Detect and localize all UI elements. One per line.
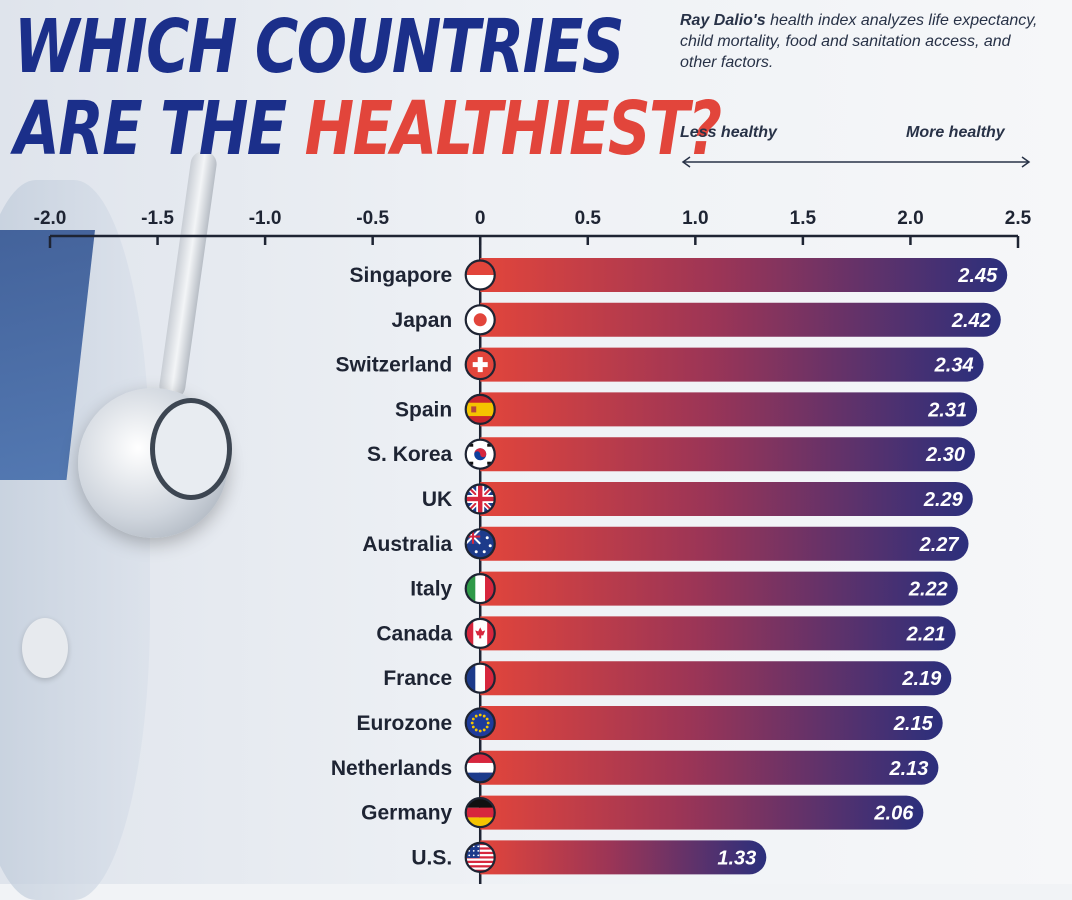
netherlands-flag-icon xyxy=(465,753,495,783)
category-label: Canada xyxy=(376,622,452,645)
italy-flag-icon xyxy=(465,574,495,604)
bar-netherlands xyxy=(480,750,939,785)
description-text: health index analyzes life expectancy, c… xyxy=(680,12,1038,71)
flag-border xyxy=(464,796,496,829)
scale-more-healthy-label: More healthy xyxy=(906,124,1005,141)
flag-border xyxy=(464,528,496,560)
description: Ray Dalio's health index analyzes life e… xyxy=(680,10,1050,73)
bar-eurozone xyxy=(480,706,943,740)
title-line-1: WHICH COUNTRIES xyxy=(14,4,625,90)
bar-switzerland xyxy=(480,347,984,382)
x-tick-label: 0.5 xyxy=(575,208,602,229)
value-label: 2.29 xyxy=(923,489,964,511)
x-tick-label: -0.5 xyxy=(356,208,389,229)
category-label: Australia xyxy=(362,533,452,556)
singapore-flag-icon xyxy=(465,260,495,290)
double-arrow-icon xyxy=(681,156,1031,168)
x-tick-label: 2.0 xyxy=(897,208,923,229)
category-label: Netherlands xyxy=(331,757,452,780)
value-label: 2.27 xyxy=(919,534,960,556)
title-line-2: ARE THE HEALTHIEST? xyxy=(14,92,722,166)
category-label: S. Korea xyxy=(367,443,453,466)
value-label: 2.13 xyxy=(888,758,928,780)
bar-germany xyxy=(480,795,924,830)
x-tick-label: 0 xyxy=(475,208,486,229)
flag-border xyxy=(464,393,496,425)
bar-australia xyxy=(480,526,969,561)
germany-flag-icon xyxy=(465,798,495,828)
category-label: Japan xyxy=(392,309,453,332)
flag-border xyxy=(464,438,496,470)
flag-border xyxy=(464,662,496,694)
bar-italy xyxy=(480,571,958,606)
stethoscope-diaphragm-icon xyxy=(150,398,232,500)
bar-uk xyxy=(480,482,973,516)
value-label: 2.15 xyxy=(893,713,934,735)
value-label: 2.21 xyxy=(906,623,946,645)
bar-spain xyxy=(480,392,978,427)
category-label: U.S. xyxy=(411,846,452,869)
flag-border xyxy=(464,483,496,515)
bar-japan xyxy=(480,302,1001,337)
x-tick-label: -1.5 xyxy=(141,208,174,229)
bar-france xyxy=(480,661,952,696)
x-tick-label: 2.5 xyxy=(1005,208,1032,229)
coat-button-icon xyxy=(22,618,68,678)
value-label: 2.22 xyxy=(908,579,948,601)
flag-border xyxy=(464,304,496,336)
scale-less-healthy-label: Less healthy xyxy=(680,124,777,141)
description-source: Ray Dalio's xyxy=(680,12,766,29)
bar-canada xyxy=(480,616,956,651)
x-tick-label: 1.0 xyxy=(682,208,708,229)
category-label: France xyxy=(383,667,452,690)
value-label: 2.45 xyxy=(957,265,998,287)
flag-border xyxy=(464,841,496,874)
bar-s-korea xyxy=(480,437,975,472)
category-label: Germany xyxy=(361,802,452,825)
x-tick-label: 1.5 xyxy=(790,208,817,229)
value-label: 2.06 xyxy=(873,803,914,825)
category-label: Spain xyxy=(395,398,452,421)
title-line-2-a: ARE THE xyxy=(14,86,287,172)
x-tick-label: -2.0 xyxy=(34,208,67,229)
category-label: Italy xyxy=(410,578,452,601)
value-label: 2.34 xyxy=(934,355,974,377)
france-flag-icon xyxy=(465,663,495,693)
value-label: 2.30 xyxy=(925,444,965,466)
bar-u-s- xyxy=(480,840,767,875)
value-label: 1.33 xyxy=(717,847,756,869)
bar-singapore xyxy=(480,258,1008,292)
flag-border xyxy=(464,617,496,650)
title-highlight: HEALTHIEST? xyxy=(304,86,722,172)
flag-border xyxy=(464,259,496,291)
value-label: 2.31 xyxy=(927,399,967,421)
flag-border xyxy=(464,349,496,381)
flag-border xyxy=(464,572,496,605)
flag-border xyxy=(464,707,496,739)
value-label: 2.42 xyxy=(951,310,991,332)
category-label: Switzerland xyxy=(336,354,453,377)
flag-border xyxy=(464,752,496,784)
category-label: UK xyxy=(422,488,452,511)
value-label: 2.19 xyxy=(901,668,942,690)
category-label: Eurozone xyxy=(357,712,453,735)
x-tick-label: -1.0 xyxy=(249,208,282,229)
category-label: Singapore xyxy=(350,264,453,287)
